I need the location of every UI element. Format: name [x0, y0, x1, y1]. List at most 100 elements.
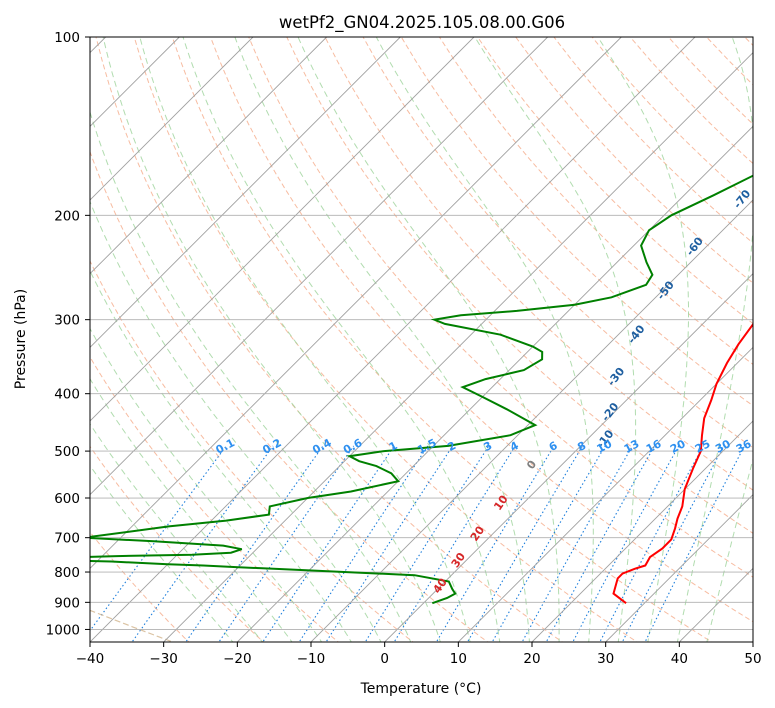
isotherm-line [90, 37, 254, 201]
mixing-ratio-label: 16 [644, 437, 664, 456]
dry-adiabat [362, 37, 753, 449]
mixing-ratio-label: 0.4 [310, 436, 334, 457]
isotherm-line [752, 641, 753, 642]
mixing-ratio-label: 6 [547, 439, 560, 454]
isotherm-line [163, 52, 753, 642]
mixing-ratio-line [599, 445, 704, 642]
dry-adiabat-label: -60 [684, 234, 707, 258]
x-tick-label: 30 [597, 651, 614, 667]
background-lines [90, 37, 753, 642]
mixing-ratio-label: 1.5 [415, 436, 438, 457]
y-tick-label: 100 [54, 30, 80, 46]
mixing-ratio-line [298, 445, 429, 642]
dry-adiabat [744, 37, 753, 47]
reference-line-labels: -100-90-80-70-60-50-40-30-20-100.10.20.4… [214, 187, 754, 596]
moist-adiabat [90, 269, 352, 642]
mixing-ratio-label: 13 [622, 437, 642, 456]
x-tick-label: −40 [76, 651, 105, 667]
mixing-ratio-label: 36 [734, 437, 754, 456]
dry-adiabat [591, 37, 753, 204]
moist-adiabat [297, 37, 560, 642]
x-tick-label: −30 [149, 651, 178, 667]
y-tick-label: 500 [54, 444, 80, 460]
moist-adiabat-label: 30 [449, 550, 469, 570]
x-tick-label: 20 [523, 651, 540, 667]
isotherm-line [90, 37, 327, 275]
y-tick-label: 200 [54, 208, 80, 224]
mixing-ratio-label: 25 [693, 437, 713, 456]
isotherm-line [605, 494, 753, 642]
dry-adiabat [515, 37, 753, 284]
isotherm-line [90, 37, 548, 496]
isotherm-line [384, 273, 753, 642]
moist-adiabat [90, 200, 382, 642]
y-axis: 100 200 300 400 500 600 700 800 900 1000 [46, 30, 90, 638]
isotherm-line [90, 37, 622, 569]
x-tick-label: 10 [450, 651, 467, 667]
y-tick-label: 900 [54, 595, 80, 611]
mixing-ratio-label: 20 [668, 437, 688, 456]
y-tick-label: 1000 [46, 622, 80, 638]
mixing-ratio-label: 10 [595, 437, 615, 456]
moist-adiabat-label: 0 [524, 458, 539, 472]
x-tick-label: 40 [671, 651, 688, 667]
mixing-ratio-line [491, 445, 606, 642]
moist-adiabat [90, 464, 234, 642]
isotherm-line [90, 37, 401, 348]
plot-frame [89, 36, 754, 643]
mixing-ratio-label: 1 [387, 439, 400, 454]
y-tick-label: 300 [54, 313, 80, 329]
x-tick-label: 0 [380, 651, 389, 667]
dry-adiabat [286, 37, 753, 534]
moist-adiabat [139, 37, 471, 642]
x-tick-label: −10 [297, 651, 326, 667]
mixing-ratio-line [621, 445, 725, 642]
mixing-ratio-line [572, 445, 680, 642]
mixing-ratio-label: 3 [481, 439, 494, 454]
mixing-ratio-label: 4 [508, 439, 521, 454]
mixing-ratio-line [218, 445, 355, 642]
sounding-profiles [90, 174, 753, 605]
mixing-ratio-line [521, 445, 633, 642]
mixing-ratio-line [644, 445, 746, 642]
y-tick-label: 800 [54, 565, 80, 581]
dry-adiabat-label: -20 [599, 400, 622, 424]
dry-adiabat [95, 37, 564, 642]
chart-title: wetPf2_GN04.2025.105.08.00.G06 [279, 13, 565, 33]
isotherm-line [310, 199, 753, 642]
grid-lines [90, 37, 753, 642]
moist-adiabat [474, 37, 637, 642]
isotherm-line [90, 37, 696, 642]
dry-adiabat [90, 445, 265, 642]
isotherm-line [90, 37, 475, 422]
dewpoint-profile [90, 174, 753, 605]
isotherm-line [237, 125, 753, 642]
isotherm-line [458, 346, 753, 642]
mixing-ratio-line [393, 445, 516, 642]
mixing-ratio-label: 30 [713, 437, 733, 456]
dry-adiabat-label: -70 [731, 187, 754, 211]
mixing-ratio-line [325, 445, 454, 642]
y-axis-title: Pressure (hPa) [13, 289, 29, 389]
moist-adiabat [90, 110, 412, 642]
y-tick-label: 700 [54, 531, 80, 547]
y-tick-label: 600 [54, 491, 80, 507]
mixing-ratio-line [545, 445, 656, 642]
moist-adiabat [375, 37, 594, 642]
moist-adiabat-label: 10 [491, 493, 511, 513]
temperature-profile [612, 322, 753, 604]
dry-adiabat [324, 37, 753, 491]
x-axis-title: Temperature (°C) [360, 681, 482, 697]
dry-adiabat-label: -40 [625, 322, 648, 346]
mixing-ratio-line [466, 445, 584, 642]
dry-adiabat [90, 356, 339, 642]
x-axis: −40 −30 −20 −10 0 10 20 30 40 50 [76, 642, 762, 667]
mixing-ratio-line [364, 445, 490, 642]
dry-adiabat [438, 37, 753, 366]
moist-adiabat [597, 37, 689, 642]
dry-adiabat-label: -50 [654, 278, 677, 302]
x-tick-label: −20 [223, 651, 252, 667]
isotherm-line [679, 567, 753, 642]
mixing-ratio-line [185, 445, 324, 642]
